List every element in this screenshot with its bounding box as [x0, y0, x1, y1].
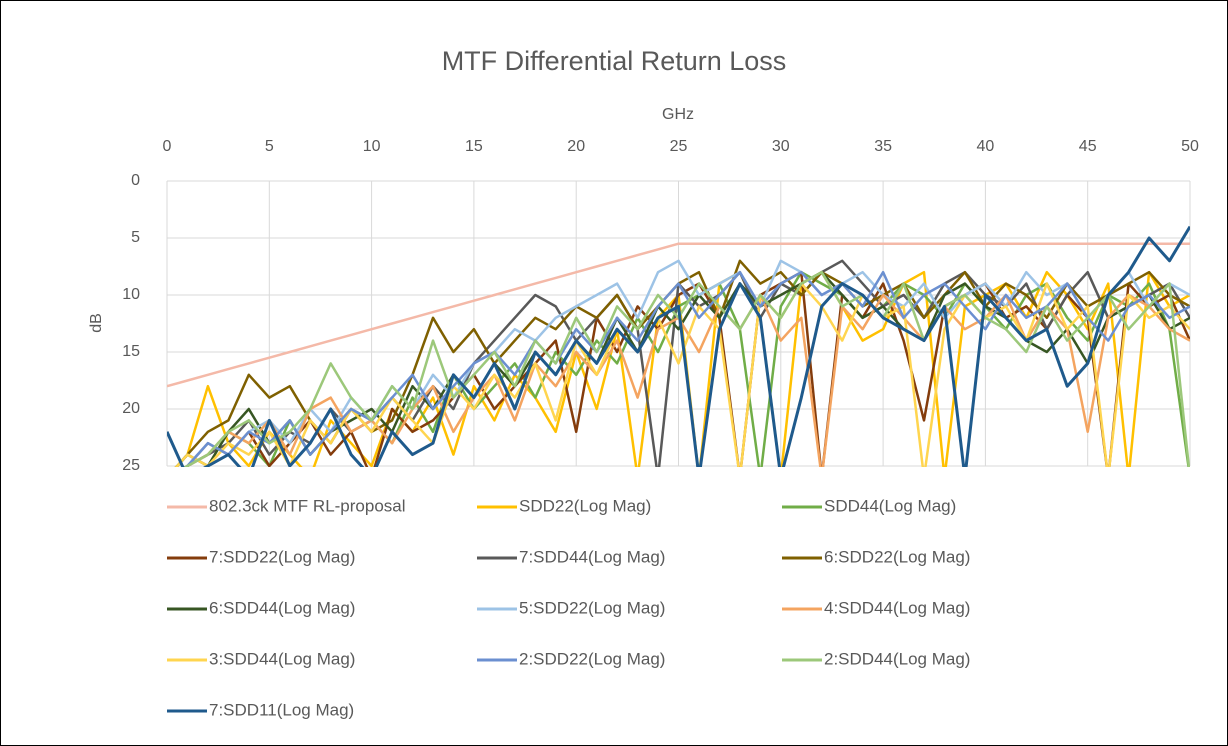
legend-label: 6:SDD44(Log Mag)	[209, 598, 355, 617]
x-tick-label: 0	[163, 138, 172, 155]
y-tick-label: 0	[131, 172, 140, 189]
x-tick-label: 50	[1181, 138, 1199, 155]
legend-label: 2:SDD22(Log Mag)	[519, 649, 665, 668]
legend-label: 7:SDD11(Log Mag)	[209, 700, 354, 719]
y-tick-label: 20	[122, 400, 140, 417]
legend-label: 6:SDD22(Log Mag)	[824, 547, 970, 566]
legend-label: SDD22(Log Mag)	[519, 496, 651, 515]
legend-label: 4:SDD44(Log Mag)	[824, 598, 970, 617]
legend-label: 5:SDD22(Log Mag)	[519, 598, 665, 617]
x-tick-label: 45	[1079, 138, 1097, 155]
x-tick-label: 40	[977, 138, 995, 155]
x-axis-label: GHz	[662, 106, 694, 123]
legend-label: 3:SDD44(Log Mag)	[209, 649, 355, 668]
chart-title: MTF Differential Return Loss	[442, 46, 787, 76]
plot-area	[167, 225, 1190, 467]
series-line	[183, 259, 1190, 467]
legend-label: SDD44(Log Mag)	[824, 496, 956, 515]
legend-label: 2:SDD44(Log Mag)	[824, 649, 970, 668]
x-tick-label: 10	[363, 138, 381, 155]
legend-label: 802.3ck MTF RL-proposal	[209, 496, 406, 515]
x-tick-label: 30	[772, 138, 790, 155]
y-tick-label: 25	[122, 457, 140, 474]
x-tick-label: 5	[265, 138, 274, 155]
y-tick-label: 15	[122, 343, 140, 360]
x-tick-label: 25	[670, 138, 688, 155]
legend-label: 7:SDD44(Log Mag)	[519, 547, 665, 566]
y-axis-label: dB	[88, 313, 105, 333]
series-line	[167, 242, 1190, 388]
x-tick-label: 20	[567, 138, 585, 155]
x-tick-label: 35	[874, 138, 892, 155]
series-line	[167, 225, 1190, 467]
y-tick-label: 5	[131, 229, 140, 246]
y-tick-label: 10	[122, 286, 140, 303]
series-line	[174, 282, 1190, 467]
x-tick-label: 15	[465, 138, 483, 155]
legend-label: 7:SDD22(Log Mag)	[209, 547, 355, 566]
